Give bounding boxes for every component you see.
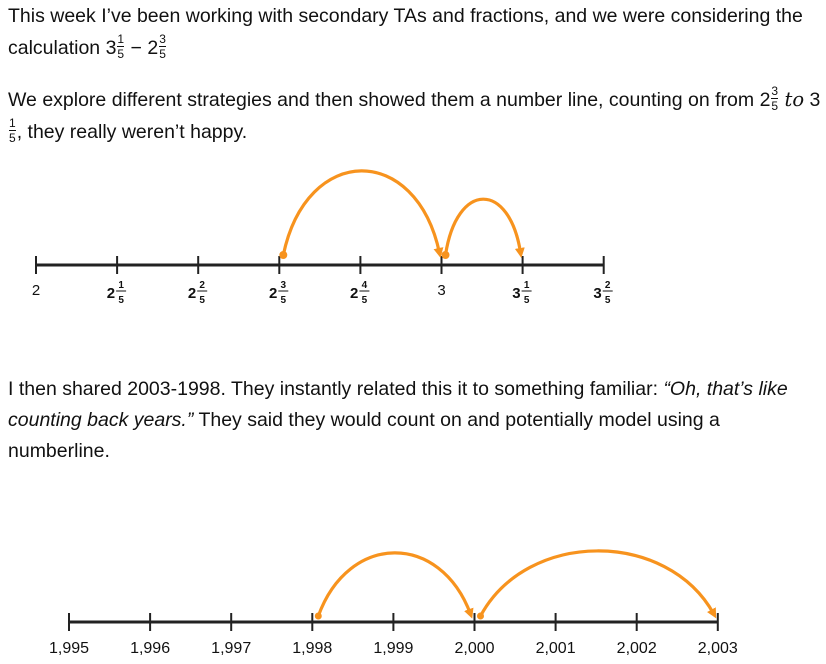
tick-label: 3 2 5 <box>593 280 613 306</box>
tick-denominator: 5 <box>605 295 611 306</box>
tick-denominator: 5 <box>118 295 124 306</box>
tick-numerator: 1 <box>524 280 530 291</box>
intro-text: This week I’ve been working with seconda… <box>8 5 803 59</box>
tick-numerator: 1 <box>118 280 124 291</box>
tick-whole: 2 <box>32 282 40 299</box>
tick-whole: 2 <box>107 285 115 302</box>
fraction-number-line: 2 2 15 2 25 2 35 2 453 3 15 3 25 <box>32 169 613 306</box>
tick-whole: 3 <box>437 282 445 299</box>
tick-denominator: 5 <box>281 295 287 306</box>
tick-label: 2,002 <box>617 640 657 657</box>
jump-start-dot <box>441 251 450 259</box>
jump-arrow <box>316 551 474 619</box>
tick-label: 2,001 <box>536 640 576 657</box>
tick-whole: 2 <box>188 285 196 302</box>
years-number-line: 1,995 1,996 1,997 1,998 1,999 2,000 2,001 2,002… <box>49 549 738 657</box>
tick-numerator: 3 <box>281 280 287 291</box>
tick-label: 2 <box>32 282 40 299</box>
tick-whole: 2 <box>269 285 277 302</box>
tick-denominator: 5 <box>524 295 530 306</box>
tick-label: 2 1 5 <box>107 280 127 306</box>
years-text-after: They said they would count on and potent… <box>8 409 720 462</box>
tick-label: 1,999 <box>373 640 413 657</box>
tick-denominator: 5 <box>362 295 368 306</box>
strategies-text: We explore different strategies and then… <box>8 89 755 111</box>
tick-whole: 3 <box>512 285 520 302</box>
tick-label: 1,998 <box>292 640 332 657</box>
tick-whole: 3 <box>593 285 601 302</box>
jump-start-dot <box>279 251 288 259</box>
jump-start-dot <box>314 612 322 620</box>
jump-start-dot <box>477 612 484 620</box>
tick-label: 3 1 5 <box>512 280 532 306</box>
tick-whole: 2 <box>350 285 358 302</box>
minus-sign: − <box>130 37 142 59</box>
jump-arrow <box>478 549 717 619</box>
jump-arrow <box>443 197 525 258</box>
tick-label: 2,000 <box>454 640 494 657</box>
tick-label: 1,995 <box>49 640 89 657</box>
to-word: to <box>784 88 805 111</box>
tick-numerator: 2 <box>605 280 611 291</box>
quote: “Oh, that’s like counting back years.” <box>8 378 788 431</box>
tick-label: 2 4 5 <box>350 280 370 306</box>
tick-label: 3 <box>437 282 445 299</box>
tick-numerator: 2 <box>199 280 205 291</box>
paragraph-intro: This week I’ve been working with seconda… <box>8 0 823 64</box>
paragraph-strategies: We explore different strategies and then… <box>8 84 823 148</box>
years-text-before: I then shared 2003-1998. They instantly … <box>8 378 659 400</box>
tick-label: 2 3 5 <box>269 280 289 306</box>
tick-numerator: 4 <box>362 280 368 291</box>
paragraph-years: I then shared 2003-1998. They instantly … <box>8 374 820 467</box>
jump-arrow <box>281 169 444 258</box>
tick-label: 2 25 <box>188 280 208 306</box>
tick-label: 1,996 <box>130 640 170 657</box>
tick-label: 2,003 <box>698 640 738 657</box>
tick-denominator: 5 <box>199 295 205 306</box>
tick-label: 1,997 <box>211 640 251 657</box>
